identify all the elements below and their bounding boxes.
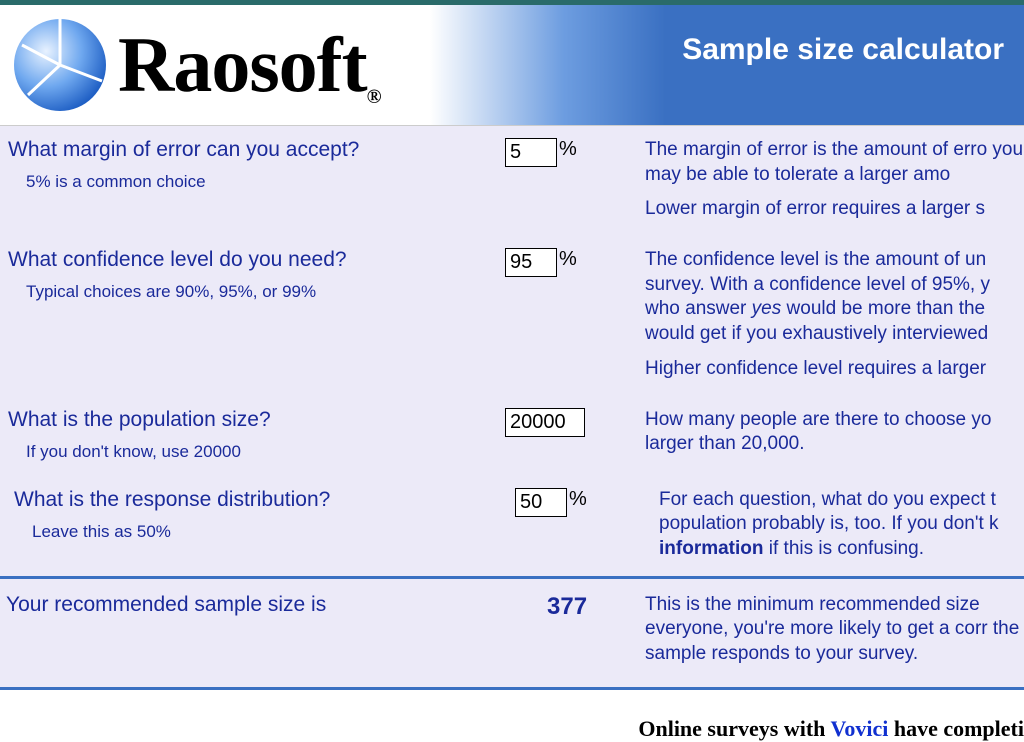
- question-margin: What margin of error can you accept?: [8, 138, 495, 162]
- percent-label: %: [559, 138, 577, 161]
- row-result: Your recommended sample size is 377 This…: [0, 579, 1024, 687]
- margin-input[interactable]: [505, 138, 557, 167]
- population-input[interactable]: [505, 408, 585, 437]
- footer-text-prefix: Online surveys with: [638, 716, 830, 741]
- result-label: Your recommended sample size is: [0, 593, 505, 667]
- hint-margin: 5% is a common choice: [26, 172, 495, 192]
- desc-confidence-1: The confidence level is the amount of un…: [645, 248, 1024, 347]
- row-response-distribution: What is the response distribution? Leave…: [0, 476, 1024, 576]
- question-response: What is the response distribution?: [14, 488, 495, 512]
- desc-response: For each question, what do you expect t …: [659, 488, 1024, 562]
- row-confidence-level: What confidence level do you need? Typic…: [0, 236, 1024, 395]
- footer: Online surveys with Vovici have completi: [0, 690, 1024, 742]
- hint-response: Leave this as 50%: [32, 522, 495, 542]
- header: Raosoft® Sample size calculator: [0, 5, 1024, 125]
- desc-margin-2: Lower margin of error requires a larger …: [645, 197, 1024, 222]
- question-population: What is the population size?: [8, 408, 495, 432]
- logo-icon: [10, 15, 110, 115]
- percent-label: %: [569, 488, 587, 511]
- calculator-form: What margin of error can you accept? 5% …: [0, 125, 1024, 690]
- footer-link[interactable]: Vovici: [830, 716, 888, 741]
- hint-population: If you don't know, use 20000: [26, 442, 495, 462]
- row-margin-of-error: What margin of error can you accept? 5% …: [0, 126, 1024, 236]
- logo-area: Raosoft®: [0, 5, 381, 125]
- desc-population: How many people are there to choose yo l…: [645, 408, 1024, 457]
- page-title: Sample size calculator: [682, 33, 1004, 67]
- brand-name: Raosoft®: [118, 20, 381, 110]
- response-input[interactable]: [515, 488, 567, 517]
- confidence-input[interactable]: [505, 248, 557, 277]
- percent-label: %: [559, 248, 577, 271]
- row-population-size: What is the population size? If you don'…: [0, 396, 1024, 476]
- result-value: 377: [505, 593, 645, 667]
- question-confidence: What confidence level do you need?: [8, 248, 495, 272]
- footer-text-suffix: have completi: [888, 716, 1024, 741]
- desc-confidence-2: Higher confidence level requires a large…: [645, 357, 1024, 382]
- result-desc: This is the minimum recommended size eve…: [645, 593, 1024, 667]
- brand-text: Raosoft: [118, 21, 367, 108]
- hint-confidence: Typical choices are 90%, 95%, or 99%: [26, 282, 495, 302]
- registered-symbol: ®: [367, 86, 381, 108]
- desc-margin-1: The margin of error is the amount of err…: [645, 138, 1024, 187]
